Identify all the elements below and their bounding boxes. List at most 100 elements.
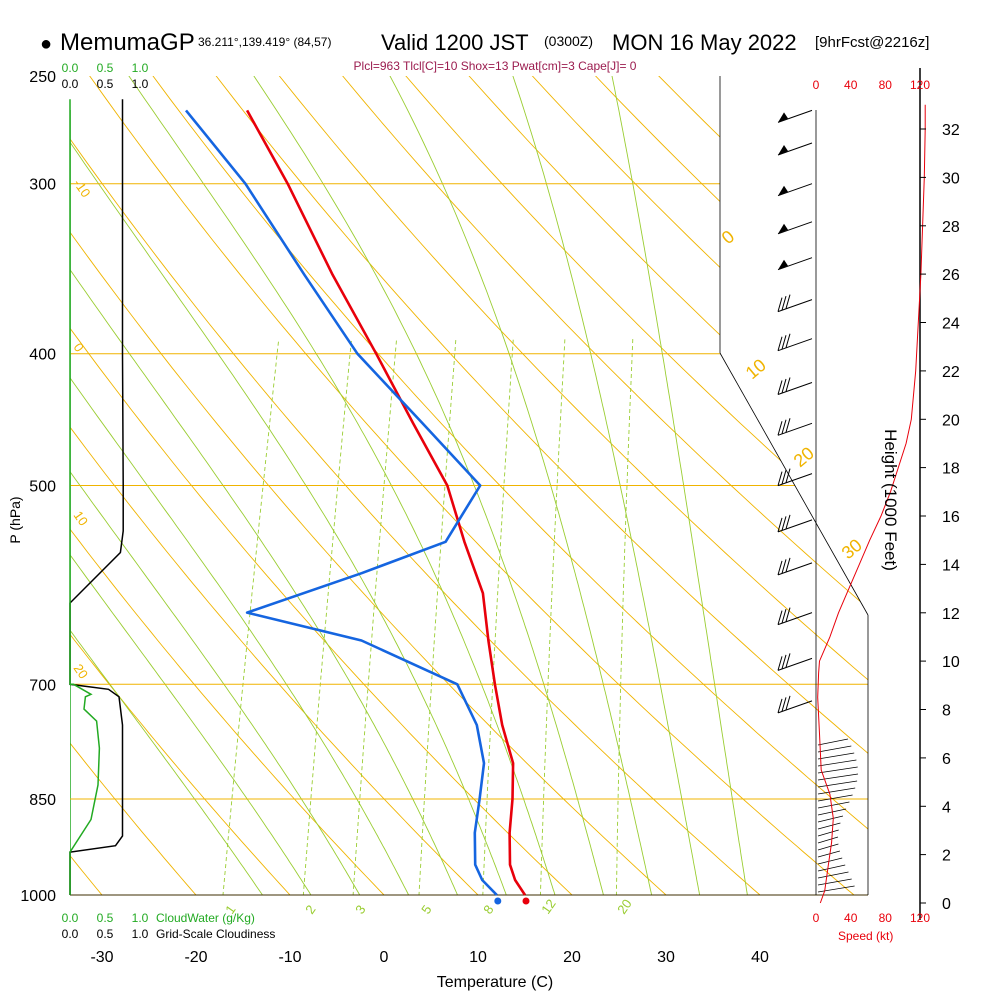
low-level-barb bbox=[817, 829, 839, 837]
cloud-water-tick-label-bottom: 0.5 bbox=[97, 911, 114, 925]
height-tick-label: 30 bbox=[942, 170, 960, 187]
wind-barb bbox=[777, 514, 813, 533]
wind-barb bbox=[777, 109, 813, 123]
wind-barb bbox=[777, 221, 813, 235]
low-level-barb bbox=[817, 745, 852, 753]
barb-feather bbox=[785, 557, 791, 573]
barb-feather bbox=[785, 468, 791, 483]
low-level-barb bbox=[817, 752, 855, 760]
cloud-water-tick-label-bottom: 1.0 bbox=[132, 911, 149, 925]
barb-feather bbox=[785, 418, 791, 433]
wind-barb bbox=[777, 695, 813, 714]
wind-barb bbox=[777, 468, 813, 487]
barb-feather bbox=[785, 514, 791, 530]
barb-feather bbox=[781, 559, 787, 574]
barb-feather bbox=[781, 335, 787, 350]
speed-tick-label-top: 120 bbox=[910, 78, 930, 92]
temperature-tick-label: 20 bbox=[563, 949, 581, 966]
surface-dewpoint-marker bbox=[494, 897, 502, 905]
moist-adiabat-line bbox=[70, 76, 424, 895]
barb-feather bbox=[785, 695, 791, 711]
barb-feather bbox=[777, 560, 783, 576]
low-level-barb bbox=[817, 766, 858, 774]
height-tick-label: 2 bbox=[942, 848, 951, 865]
barb-feather bbox=[785, 294, 791, 309]
dry-adiabat-label: 20 bbox=[71, 661, 92, 681]
barb-feather bbox=[777, 471, 783, 486]
mixing-ratio-line bbox=[615, 338, 634, 895]
temperature-tick-label: 40 bbox=[751, 949, 769, 966]
pressure-tick-label: 850 bbox=[29, 792, 56, 809]
low-level-barb bbox=[817, 787, 856, 795]
location-coordinates: 36.211°,139.419° (84,57) bbox=[198, 35, 331, 49]
barb-feather bbox=[781, 295, 787, 311]
temperature-tick-label: -30 bbox=[90, 949, 113, 966]
temperature-tick-label: 0 bbox=[380, 949, 389, 966]
height-tick-label: 6 bbox=[942, 751, 951, 768]
height-tick-label: 18 bbox=[942, 461, 960, 478]
cloudiness-tick-label-top: 0.0 bbox=[62, 77, 79, 91]
mixing-ratio-line bbox=[416, 338, 457, 895]
chart-header: ● MemumaGP 36.211°,139.419° (84,57) Vali… bbox=[40, 29, 929, 73]
mixing-ratio-line bbox=[219, 338, 280, 895]
mixing-ratio-line bbox=[481, 338, 514, 895]
barb-staff bbox=[777, 612, 813, 626]
barb-feather bbox=[777, 610, 783, 625]
barb-feather bbox=[777, 698, 783, 714]
barb-staff bbox=[777, 382, 813, 395]
wind-barbs bbox=[777, 109, 859, 893]
low-level-barb bbox=[817, 759, 857, 767]
low-level-barb bbox=[817, 822, 841, 830]
low-level-barb bbox=[817, 850, 840, 858]
barb-feather bbox=[781, 516, 787, 531]
moist-adiabat-line bbox=[70, 76, 283, 895]
barb-staff bbox=[777, 562, 813, 576]
cloudiness-tick-label-bottom: 1.0 bbox=[132, 927, 149, 941]
low-level-barb bbox=[817, 857, 843, 865]
pressure-tick-label: 300 bbox=[29, 177, 56, 194]
temperature-tick-label: 10 bbox=[469, 949, 487, 966]
speed-tick-label-top: 0 bbox=[813, 78, 820, 92]
dry-adiabat-line bbox=[447, 76, 868, 895]
barb-staff bbox=[777, 299, 813, 313]
moist-adiabat-line bbox=[70, 76, 518, 895]
cloudiness-tick-label-top: 0.5 bbox=[97, 77, 114, 91]
height-tick-label: 22 bbox=[942, 364, 960, 381]
barb-feather bbox=[777, 517, 783, 533]
sounding-series bbox=[184, 109, 530, 905]
cloudiness-tick-label-top: 1.0 bbox=[132, 77, 149, 91]
wind-barb bbox=[777, 183, 813, 197]
dry-adiabat-line bbox=[322, 76, 868, 895]
barb-staff bbox=[777, 422, 813, 436]
pressure-tick-label: 250 bbox=[29, 69, 56, 86]
speed-tick-label-bottom: 0 bbox=[813, 911, 820, 925]
low-level-barb bbox=[817, 871, 849, 879]
dewpoint-line bbox=[184, 109, 498, 896]
height-tick-label: 4 bbox=[942, 799, 951, 816]
speed-tick-label-bottom: 120 bbox=[910, 911, 930, 925]
speed-tick-label-top: 40 bbox=[844, 78, 858, 92]
low-level-barb bbox=[817, 864, 846, 872]
low-level-barb bbox=[817, 738, 849, 746]
low-level-barb bbox=[817, 801, 850, 809]
height-tick-label: 32 bbox=[942, 122, 960, 139]
height-tick-label: 14 bbox=[942, 557, 960, 574]
cloudiness-tick-label-bottom: 0.5 bbox=[97, 927, 114, 941]
header-bullet: ● bbox=[40, 33, 52, 55]
dry-adiabat-line bbox=[259, 76, 868, 895]
barb-feather bbox=[785, 653, 791, 668]
height-tick-label: 0 bbox=[942, 896, 951, 913]
barb-feather bbox=[777, 380, 783, 395]
pressure-tick-label: 500 bbox=[29, 479, 56, 496]
height-tick-label: 20 bbox=[942, 412, 960, 429]
cloud-water-tick-label-top: 1.0 bbox=[132, 61, 149, 75]
temperature-tick-label: -10 bbox=[278, 949, 301, 966]
barb-staff bbox=[777, 519, 813, 533]
valid-time-utc: (0300Z) bbox=[544, 33, 593, 49]
model-name: MemumaGP bbox=[60, 29, 195, 56]
pressure-axis-title: P (hPa) bbox=[7, 496, 23, 543]
moist-adiabat-line bbox=[245, 76, 612, 895]
dry-adiabat-line bbox=[70, 76, 318, 895]
barb-flag bbox=[778, 145, 788, 155]
